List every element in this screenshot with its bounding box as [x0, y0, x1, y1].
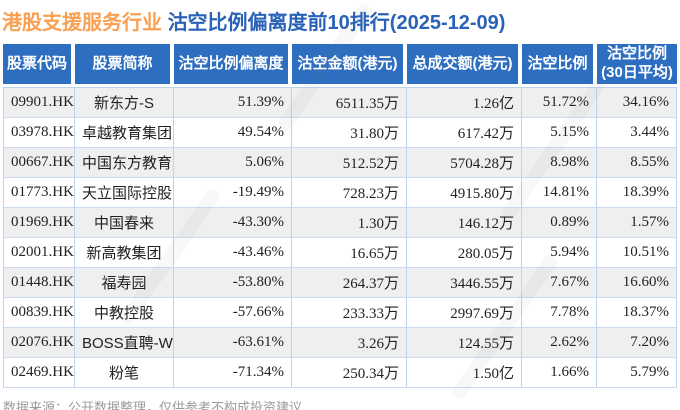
- cell-ratio-deviation: 5.06%: [174, 148, 292, 178]
- cell-short-ratio: 0.89%: [522, 208, 597, 238]
- cell-total-turnover: 4915.80万: [407, 178, 522, 208]
- table-body: 09901.HK 新东方-S 51.39% 6511.35万 1.26亿 51.…: [3, 87, 677, 388]
- cell-ratio-deviation: -71.34%: [174, 358, 292, 388]
- cell-short-amount: 233.33万: [292, 298, 407, 328]
- cell-stock-name: 卓越教育集团: [75, 118, 174, 148]
- cell-stock-name: 福寿园: [75, 268, 174, 298]
- cell-total-turnover: 1.26亿: [407, 87, 522, 118]
- cell-stock-name: 新高教集团: [75, 238, 174, 268]
- table-row: 02076.HK BOSS直聘-W -63.61% 3.26万 124.55万 …: [3, 328, 677, 358]
- table-row: 03978.HK 卓越教育集团 49.54% 31.80万 617.42万 5.…: [3, 118, 677, 148]
- cell-ratio-deviation: -43.46%: [174, 238, 292, 268]
- col-header-stock-name: 股票简称: [75, 44, 174, 87]
- cell-stock-code: 01969.HK: [3, 208, 75, 238]
- cell-ratio-30d-avg: 16.60%: [597, 268, 677, 298]
- cell-ratio-30d-avg: 1.57%: [597, 208, 677, 238]
- cell-ratio-30d-avg: 8.55%: [597, 148, 677, 178]
- cell-short-amount: 250.34万: [292, 358, 407, 388]
- table-row: 02001.HK 新高教集团 -43.46% 16.65万 280.05万 5.…: [3, 238, 677, 268]
- cell-stock-code: 01773.HK: [3, 178, 75, 208]
- cell-stock-code: 02076.HK: [3, 328, 75, 358]
- cell-stock-name: 中国春来: [75, 208, 174, 238]
- cell-stock-code: 00839.HK: [3, 298, 75, 328]
- cell-stock-name: 中教控股: [75, 298, 174, 328]
- table-row: 01448.HK 福寿园 -53.80% 264.37万 3446.55万 7.…: [3, 268, 677, 298]
- cell-ratio-30d-avg: 7.20%: [597, 328, 677, 358]
- cell-ratio-deviation: 51.39%: [174, 87, 292, 118]
- cell-total-turnover: 617.42万: [407, 118, 522, 148]
- cell-short-ratio: 7.78%: [522, 298, 597, 328]
- cell-short-ratio: 51.72%: [522, 87, 597, 118]
- cell-ratio-deviation: -19.49%: [174, 178, 292, 208]
- cell-stock-code: 01448.HK: [3, 268, 75, 298]
- cell-short-ratio: 14.81%: [522, 178, 597, 208]
- cell-stock-name: 天立国际控股: [75, 178, 174, 208]
- cell-short-ratio: 2.62%: [522, 328, 597, 358]
- cell-short-amount: 16.65万: [292, 238, 407, 268]
- col-header-short-ratio: 沽空比例: [522, 44, 597, 87]
- cell-ratio-deviation: -63.61%: [174, 328, 292, 358]
- table-row: 01773.HK 天立国际控股 -19.49% 728.23万 4915.80万…: [3, 178, 677, 208]
- short-selling-rank-table: 股票代码 股票简称 沽空比例偏离度 沽空金额(港元) 总成交额(港元) 沽空比例…: [3, 44, 677, 388]
- cell-ratio-30d-avg: 3.44%: [597, 118, 677, 148]
- title-industry-tag: 港股支援服务行业: [2, 12, 162, 34]
- cell-ratio-30d-avg: 10.51%: [597, 238, 677, 268]
- cell-ratio-deviation: 49.54%: [174, 118, 292, 148]
- table-row: 09901.HK 新东方-S 51.39% 6511.35万 1.26亿 51.…: [3, 87, 677, 118]
- cell-short-ratio: 1.66%: [522, 358, 597, 388]
- col-header-short-amount: 沽空金额(港元): [292, 44, 407, 87]
- cell-ratio-30d-avg: 18.39%: [597, 178, 677, 208]
- cell-short-amount: 31.80万: [292, 118, 407, 148]
- cell-total-turnover: 3446.55万: [407, 268, 522, 298]
- cell-total-turnover: 146.12万: [407, 208, 522, 238]
- table-row: 00667.HK 中国东方教育 5.06% 512.52万 5704.28万 8…: [3, 148, 677, 178]
- cell-ratio-30d-avg: 34.16%: [597, 87, 677, 118]
- cell-total-turnover: 1.50亿: [407, 358, 522, 388]
- cell-stock-code: 02469.HK: [3, 358, 75, 388]
- col-header-total-turnover: 总成交额(港元): [407, 44, 522, 87]
- table-row: 01969.HK 中国春来 -43.30% 1.30万 146.12万 0.89…: [3, 208, 677, 238]
- cell-short-ratio: 8.98%: [522, 148, 597, 178]
- title-main-text: 沽空比例偏离度前10排行(2025-12-09): [167, 12, 506, 34]
- cell-ratio-30d-avg: 18.37%: [597, 298, 677, 328]
- cell-stock-code: 09901.HK: [3, 87, 75, 118]
- cell-short-amount: 1.30万: [292, 208, 407, 238]
- cell-ratio-deviation: -57.66%: [174, 298, 292, 328]
- cell-stock-code: 02001.HK: [3, 238, 75, 268]
- cell-total-turnover: 5704.28万: [407, 148, 522, 178]
- cell-short-amount: 728.23万: [292, 178, 407, 208]
- table-row: 02469.HK 粉笔 -71.34% 250.34万 1.50亿 1.66% …: [3, 358, 677, 388]
- cell-stock-name: 新东方-S: [75, 87, 174, 118]
- cell-total-turnover: 280.05万: [407, 238, 522, 268]
- table-header: 股票代码 股票简称 沽空比例偏离度 沽空金额(港元) 总成交额(港元) 沽空比例…: [3, 44, 677, 87]
- cell-ratio-30d-avg: 5.79%: [597, 358, 677, 388]
- cell-stock-name: 粉笔: [75, 358, 174, 388]
- cell-ratio-deviation: -43.30%: [174, 208, 292, 238]
- cell-total-turnover: 2997.69万: [407, 298, 522, 328]
- cell-ratio-deviation: -53.80%: [174, 268, 292, 298]
- cell-short-amount: 264.37万: [292, 268, 407, 298]
- cell-short-amount: 512.52万: [292, 148, 407, 178]
- table-row: 00839.HK 中教控股 -57.66% 233.33万 2997.69万 7…: [3, 298, 677, 328]
- col-header-stock-code: 股票代码: [3, 44, 75, 87]
- cell-short-ratio: 7.67%: [522, 268, 597, 298]
- page-title: 港股支援服务行业 沽空比例偏离度前10排行(2025-12-09): [0, 0, 680, 44]
- cell-total-turnover: 124.55万: [407, 328, 522, 358]
- cell-stock-name: BOSS直聘-W: [75, 328, 174, 358]
- data-source-note: 数据来源：公开数据整理，仅供参考不构成投资建议: [3, 400, 303, 410]
- col-header-ratio-30d-avg: 沽空比例 (30日平均): [597, 44, 677, 87]
- cell-short-ratio: 5.15%: [522, 118, 597, 148]
- cell-short-amount: 3.26万: [292, 328, 407, 358]
- cell-short-ratio: 5.94%: [522, 238, 597, 268]
- cell-stock-code: 00667.HK: [3, 148, 75, 178]
- cell-short-amount: 6511.35万: [292, 87, 407, 118]
- cell-stock-name: 中国东方教育: [75, 148, 174, 178]
- col-header-ratio-deviation: 沽空比例偏离度: [174, 44, 292, 87]
- cell-stock-code: 03978.HK: [3, 118, 75, 148]
